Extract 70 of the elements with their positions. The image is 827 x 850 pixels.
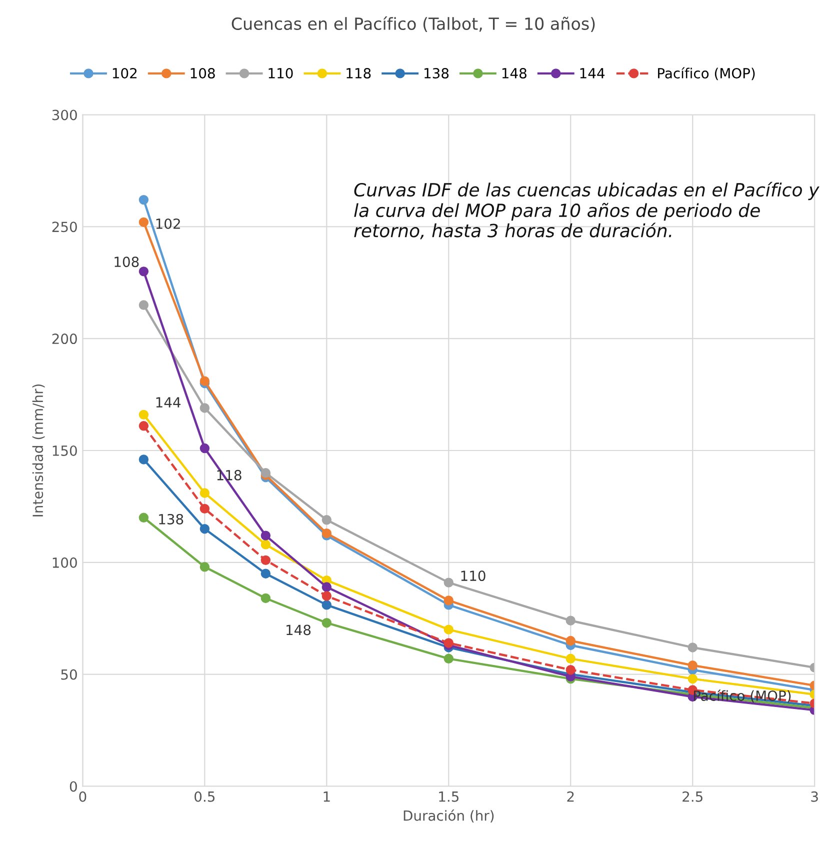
point (200, 524, 210, 534)
y-tick-label: 300 (52, 110, 77, 120)
point (260, 568, 271, 578)
legend-label: 118 (346, 68, 371, 78)
legend-label: 102 (112, 68, 137, 78)
y-tick-label: 0 (70, 781, 77, 792)
annotation: 144 (156, 397, 181, 408)
point (200, 504, 210, 514)
y-tick-label: 50 (61, 669, 77, 680)
point (688, 674, 698, 684)
point (260, 530, 271, 540)
x-tick-label: 0 (79, 791, 86, 802)
annotation: Curvas IDF de las cuencas ubicadas en el Pacífico y la curva del MOP para 10 años de periodo de retorno, hasta 3 horas de duración. (354, 182, 820, 240)
point (444, 596, 454, 606)
point (444, 638, 454, 648)
y-axis-title: Intensidad (mm/hr) (32, 384, 45, 516)
x-tick-label: 1.5 (439, 792, 458, 802)
point (322, 618, 332, 628)
point (200, 488, 210, 498)
point (260, 593, 271, 604)
x-tick-label: 1 (324, 792, 330, 802)
point (688, 660, 698, 670)
x-tick-label: 3 (811, 791, 818, 802)
y-tick-label: 100 (52, 557, 77, 568)
point (200, 403, 210, 413)
point (566, 664, 576, 675)
annotation: 138 (159, 514, 184, 524)
x-tick-label: 2 (567, 791, 574, 802)
legend-label: Pacífico (MOP) (658, 67, 755, 80)
point (260, 555, 271, 566)
point (566, 616, 576, 626)
point (444, 578, 454, 588)
chart-title: Cuencas en el Pacífico (Talbot, T = 10 años) (232, 16, 595, 32)
point (322, 582, 332, 592)
point (138, 454, 149, 464)
point (566, 654, 576, 664)
point (138, 217, 149, 228)
point (322, 591, 332, 601)
y-tick-label: 150 (52, 445, 77, 456)
point (322, 528, 332, 538)
annotation: 110 (461, 570, 486, 582)
point (260, 540, 271, 550)
point (444, 624, 454, 634)
y-tick-label: 250 (52, 222, 77, 232)
point (322, 600, 332, 610)
point (444, 654, 454, 664)
annotation: 102 (156, 218, 180, 229)
point (138, 194, 149, 205)
annotation: 108 (114, 256, 139, 268)
y-tick-label: 200 (52, 334, 77, 344)
legend-label: 108 (190, 68, 215, 78)
x-tick-label: 2.5 (682, 791, 702, 802)
point (200, 562, 210, 572)
legend-label: 144 (580, 68, 605, 78)
point (138, 300, 149, 310)
point (138, 410, 149, 420)
x-tick-label: 0.5 (194, 791, 215, 802)
legend-label: 148 (502, 68, 526, 78)
legend-label: 138 (424, 68, 449, 78)
point (138, 266, 149, 276)
legend-label: 110 (268, 68, 293, 78)
point (566, 636, 576, 646)
point (200, 443, 210, 454)
point (138, 512, 149, 523)
point (322, 515, 332, 525)
point (688, 642, 698, 652)
x-axis-title: Duración (hr) (404, 810, 494, 822)
annotation: 148 (286, 624, 311, 636)
point (200, 376, 210, 386)
point (138, 421, 149, 431)
